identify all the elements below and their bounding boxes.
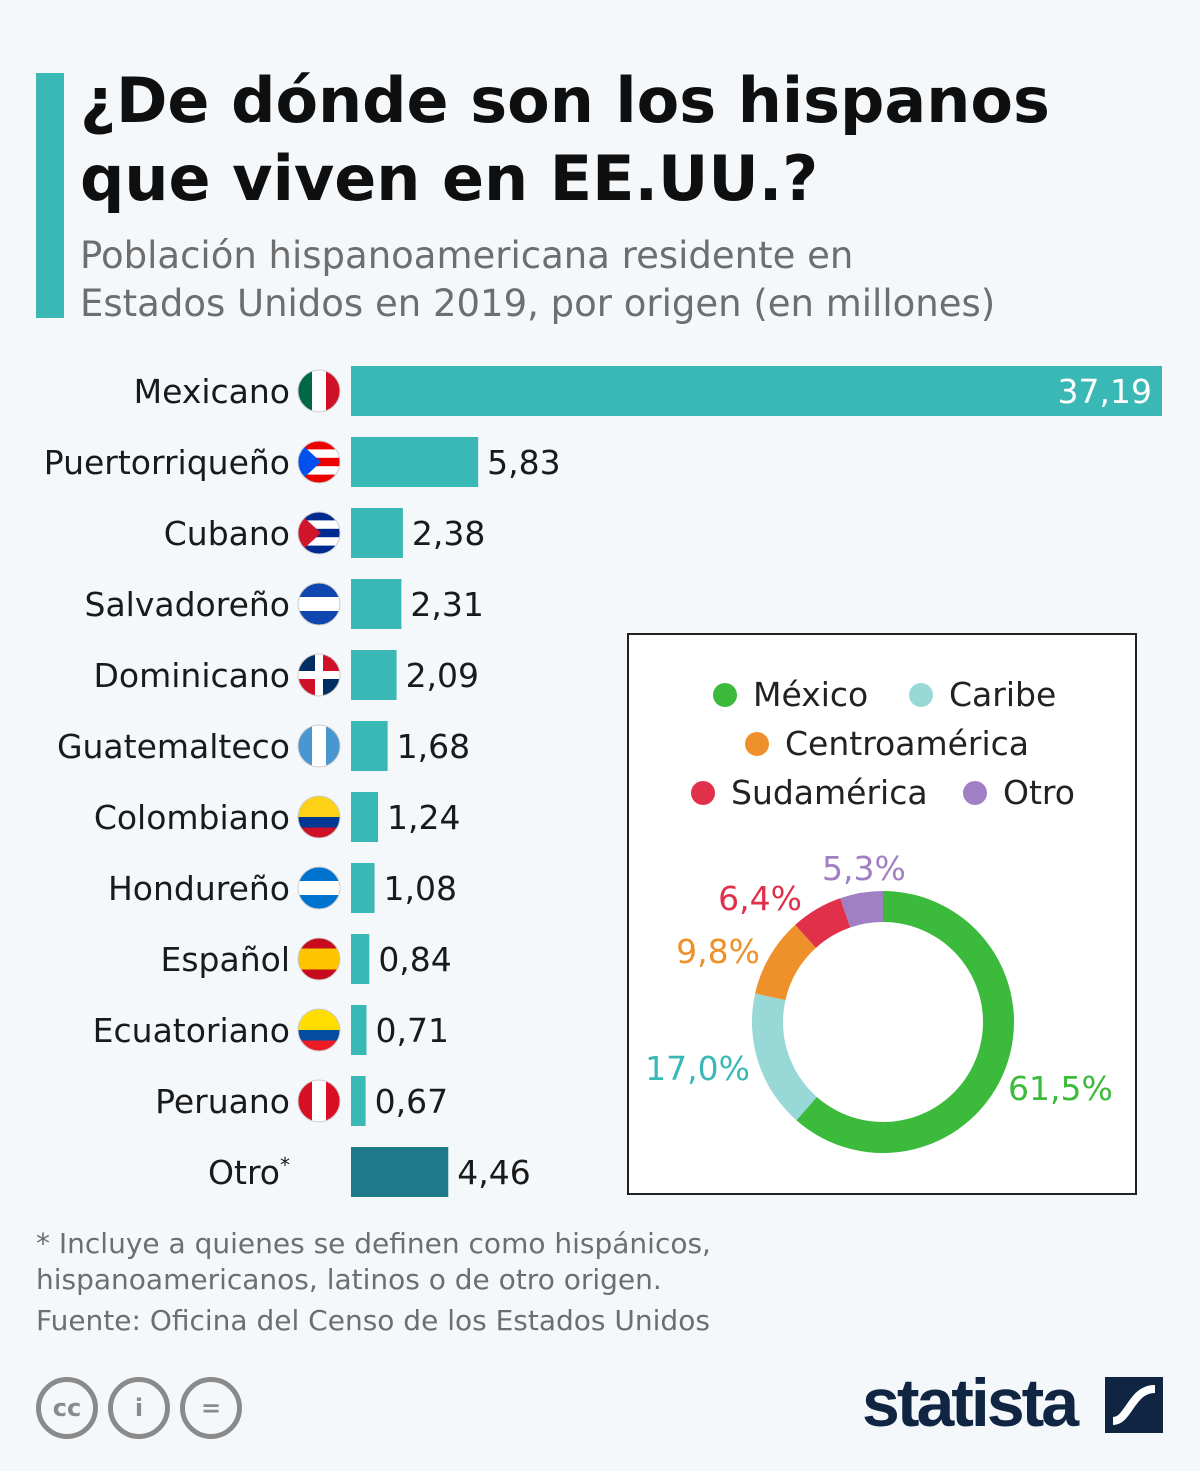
- slice-label: 9,8%: [676, 932, 760, 971]
- value-label: 2,09: [406, 656, 479, 695]
- donut-slice: [840, 891, 883, 928]
- no-derivatives-icon[interactable]: =: [180, 1377, 242, 1439]
- category-label: Dominicano: [94, 656, 290, 695]
- legend-item-caribe: Caribe: [909, 675, 1056, 714]
- category-label: Colombiano: [94, 798, 290, 837]
- guatemala-flag-icon: [297, 724, 341, 768]
- bar: [351, 366, 1162, 416]
- value-label: 0,67: [375, 1082, 448, 1121]
- bar: [351, 1147, 449, 1197]
- creative-commons-icon[interactable]: cc: [36, 1377, 98, 1439]
- ecuador-flag-icon: [297, 1008, 341, 1052]
- value-label: 2,31: [410, 585, 483, 624]
- category-label: Ecuatoriano: [93, 1011, 290, 1050]
- el-salvador-flag-icon: [297, 582, 341, 626]
- category-label: Cubano: [164, 514, 290, 553]
- legend-swatch: [691, 780, 715, 805]
- bar-chart: Mexicano 37,19 Puertorriqueño 5,83 Cubano 2,3…: [44, 366, 1162, 1197]
- bar: [351, 721, 388, 771]
- category-label: Puertorriqueño: [44, 443, 290, 482]
- value-label: 37,19: [1058, 372, 1152, 411]
- legend-swatch: [909, 682, 933, 707]
- bar: [351, 1005, 367, 1055]
- bar: [351, 934, 370, 984]
- donut-slice: [796, 891, 1015, 1153]
- mexico-flag-icon: [297, 369, 341, 413]
- legend-swatch: [745, 731, 769, 756]
- bar: [351, 579, 402, 629]
- bar: [351, 792, 379, 842]
- puerto-rico-flag-icon: [297, 440, 341, 484]
- spain-flag-icon: [297, 937, 341, 981]
- value-label: 2,38: [412, 514, 485, 553]
- colombia-flag-icon: [297, 795, 341, 839]
- honduras-flag-icon: [297, 866, 341, 910]
- statista-logo-mark: [1105, 1377, 1163, 1433]
- chart-title: ¿De dónde son los hispanos que viven en …: [80, 64, 1050, 215]
- slice-label: 61,5%: [1008, 1069, 1113, 1108]
- value-label: 1,68: [397, 727, 470, 766]
- category-label: Español: [161, 940, 291, 979]
- slice-label: 6,4%: [718, 879, 802, 918]
- bar: [351, 437, 479, 487]
- legend-label: México: [753, 675, 869, 714]
- value-label: 1,24: [387, 798, 460, 837]
- legend-item-sudamerica: Sudamérica: [691, 773, 928, 812]
- peru-flag-icon: [297, 1079, 341, 1123]
- category-label: Peruano: [155, 1082, 290, 1121]
- legend-label: Centroamérica: [785, 724, 1030, 763]
- donut-slice: [751, 993, 817, 1121]
- donut-chart: 61,5% 17,0% 9,8% 6,4% 5,3%: [645, 849, 1113, 1153]
- legend-label: Otro: [1003, 773, 1075, 812]
- slice-label: 17,0%: [645, 1049, 750, 1088]
- legend-item-mexico: México: [713, 675, 868, 714]
- legend-label: Sudamérica: [731, 773, 928, 812]
- value-label: 0,84: [378, 940, 451, 979]
- value-label: 0,71: [375, 1011, 448, 1050]
- title-accent-bar: [36, 73, 64, 318]
- legend-swatch: [963, 780, 987, 805]
- value-label: 1,08: [384, 869, 457, 908]
- footnote: * Incluye a quienes se definen como hisp…: [36, 1227, 711, 1296]
- donut-slice: [795, 898, 851, 948]
- slice-label: 5,3%: [822, 849, 906, 888]
- legend-swatch: [713, 682, 737, 707]
- bar: [351, 863, 375, 913]
- category-label: Hondureño: [108, 869, 290, 908]
- value-label: 4,46: [457, 1153, 530, 1192]
- bar: [351, 650, 397, 700]
- cuba-flag-icon: [297, 511, 341, 555]
- chart-subtitle: Población hispanoamericana residente en …: [80, 234, 996, 325]
- category-label: Mexicano: [134, 372, 290, 411]
- attribution-icon[interactable]: i: [108, 1377, 170, 1439]
- legend-label: Caribe: [949, 675, 1057, 714]
- legend-item-centroamerica: Centroamérica: [745, 724, 1029, 763]
- category-label: Salvadoreño: [85, 585, 290, 624]
- bar: [351, 1076, 366, 1126]
- bar: [351, 508, 403, 558]
- category-label: Guatemalteco: [57, 727, 290, 766]
- value-label: 5,83: [487, 443, 560, 482]
- legend-item-otro: Otro: [963, 773, 1075, 812]
- statista-logo[interactable]: statista: [862, 1365, 1079, 1441]
- source: Fuente: Oficina del Censo de los Estados…: [36, 1304, 710, 1337]
- donut-slice: [755, 924, 816, 1001]
- category-label: Otro*: [208, 1153, 290, 1192]
